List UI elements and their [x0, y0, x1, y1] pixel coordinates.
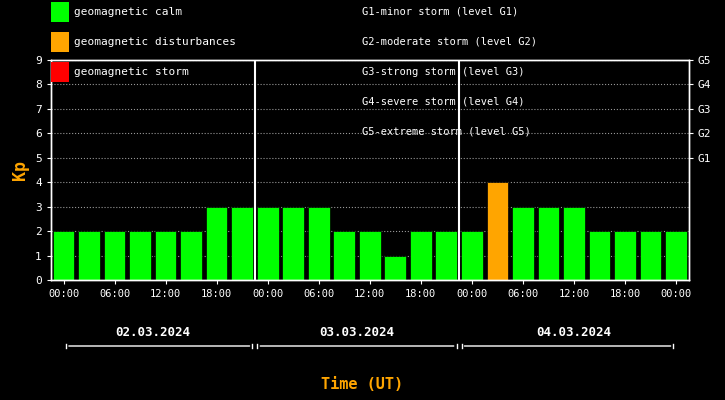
Bar [53, 231, 75, 280]
Text: 04.03.2024: 04.03.2024 [536, 326, 611, 340]
Bar [537, 207, 559, 280]
Text: 02.03.2024: 02.03.2024 [115, 326, 191, 340]
Bar [614, 231, 636, 280]
Bar [78, 231, 100, 280]
Bar [359, 231, 381, 280]
Text: geomagnetic storm: geomagnetic storm [74, 67, 188, 77]
Bar [308, 207, 330, 280]
Bar [410, 231, 431, 280]
Bar [231, 207, 253, 280]
Bar [512, 207, 534, 280]
Bar [589, 231, 610, 280]
Bar [154, 231, 176, 280]
Text: G1-minor storm (level G1): G1-minor storm (level G1) [362, 7, 519, 17]
Bar [665, 231, 687, 280]
Text: G4-severe storm (level G4): G4-severe storm (level G4) [362, 97, 525, 107]
Text: G3-strong storm (level G3): G3-strong storm (level G3) [362, 67, 525, 77]
Y-axis label: Kp: Kp [12, 160, 30, 180]
Bar [461, 231, 483, 280]
Bar [257, 207, 278, 280]
Text: 03.03.2024: 03.03.2024 [320, 326, 394, 340]
Bar [104, 231, 125, 280]
Bar [563, 207, 585, 280]
Text: geomagnetic disturbances: geomagnetic disturbances [74, 37, 236, 47]
Bar [334, 231, 355, 280]
Text: geomagnetic calm: geomagnetic calm [74, 7, 182, 17]
Bar [282, 207, 304, 280]
Bar [181, 231, 202, 280]
Bar [129, 231, 151, 280]
Bar [486, 182, 508, 280]
Bar [436, 231, 457, 280]
Bar [639, 231, 661, 280]
Text: G2-moderate storm (level G2): G2-moderate storm (level G2) [362, 37, 537, 47]
Text: Time (UT): Time (UT) [321, 377, 404, 392]
Bar [384, 256, 406, 280]
Text: G5-extreme storm (level G5): G5-extreme storm (level G5) [362, 127, 531, 137]
Bar [206, 207, 228, 280]
